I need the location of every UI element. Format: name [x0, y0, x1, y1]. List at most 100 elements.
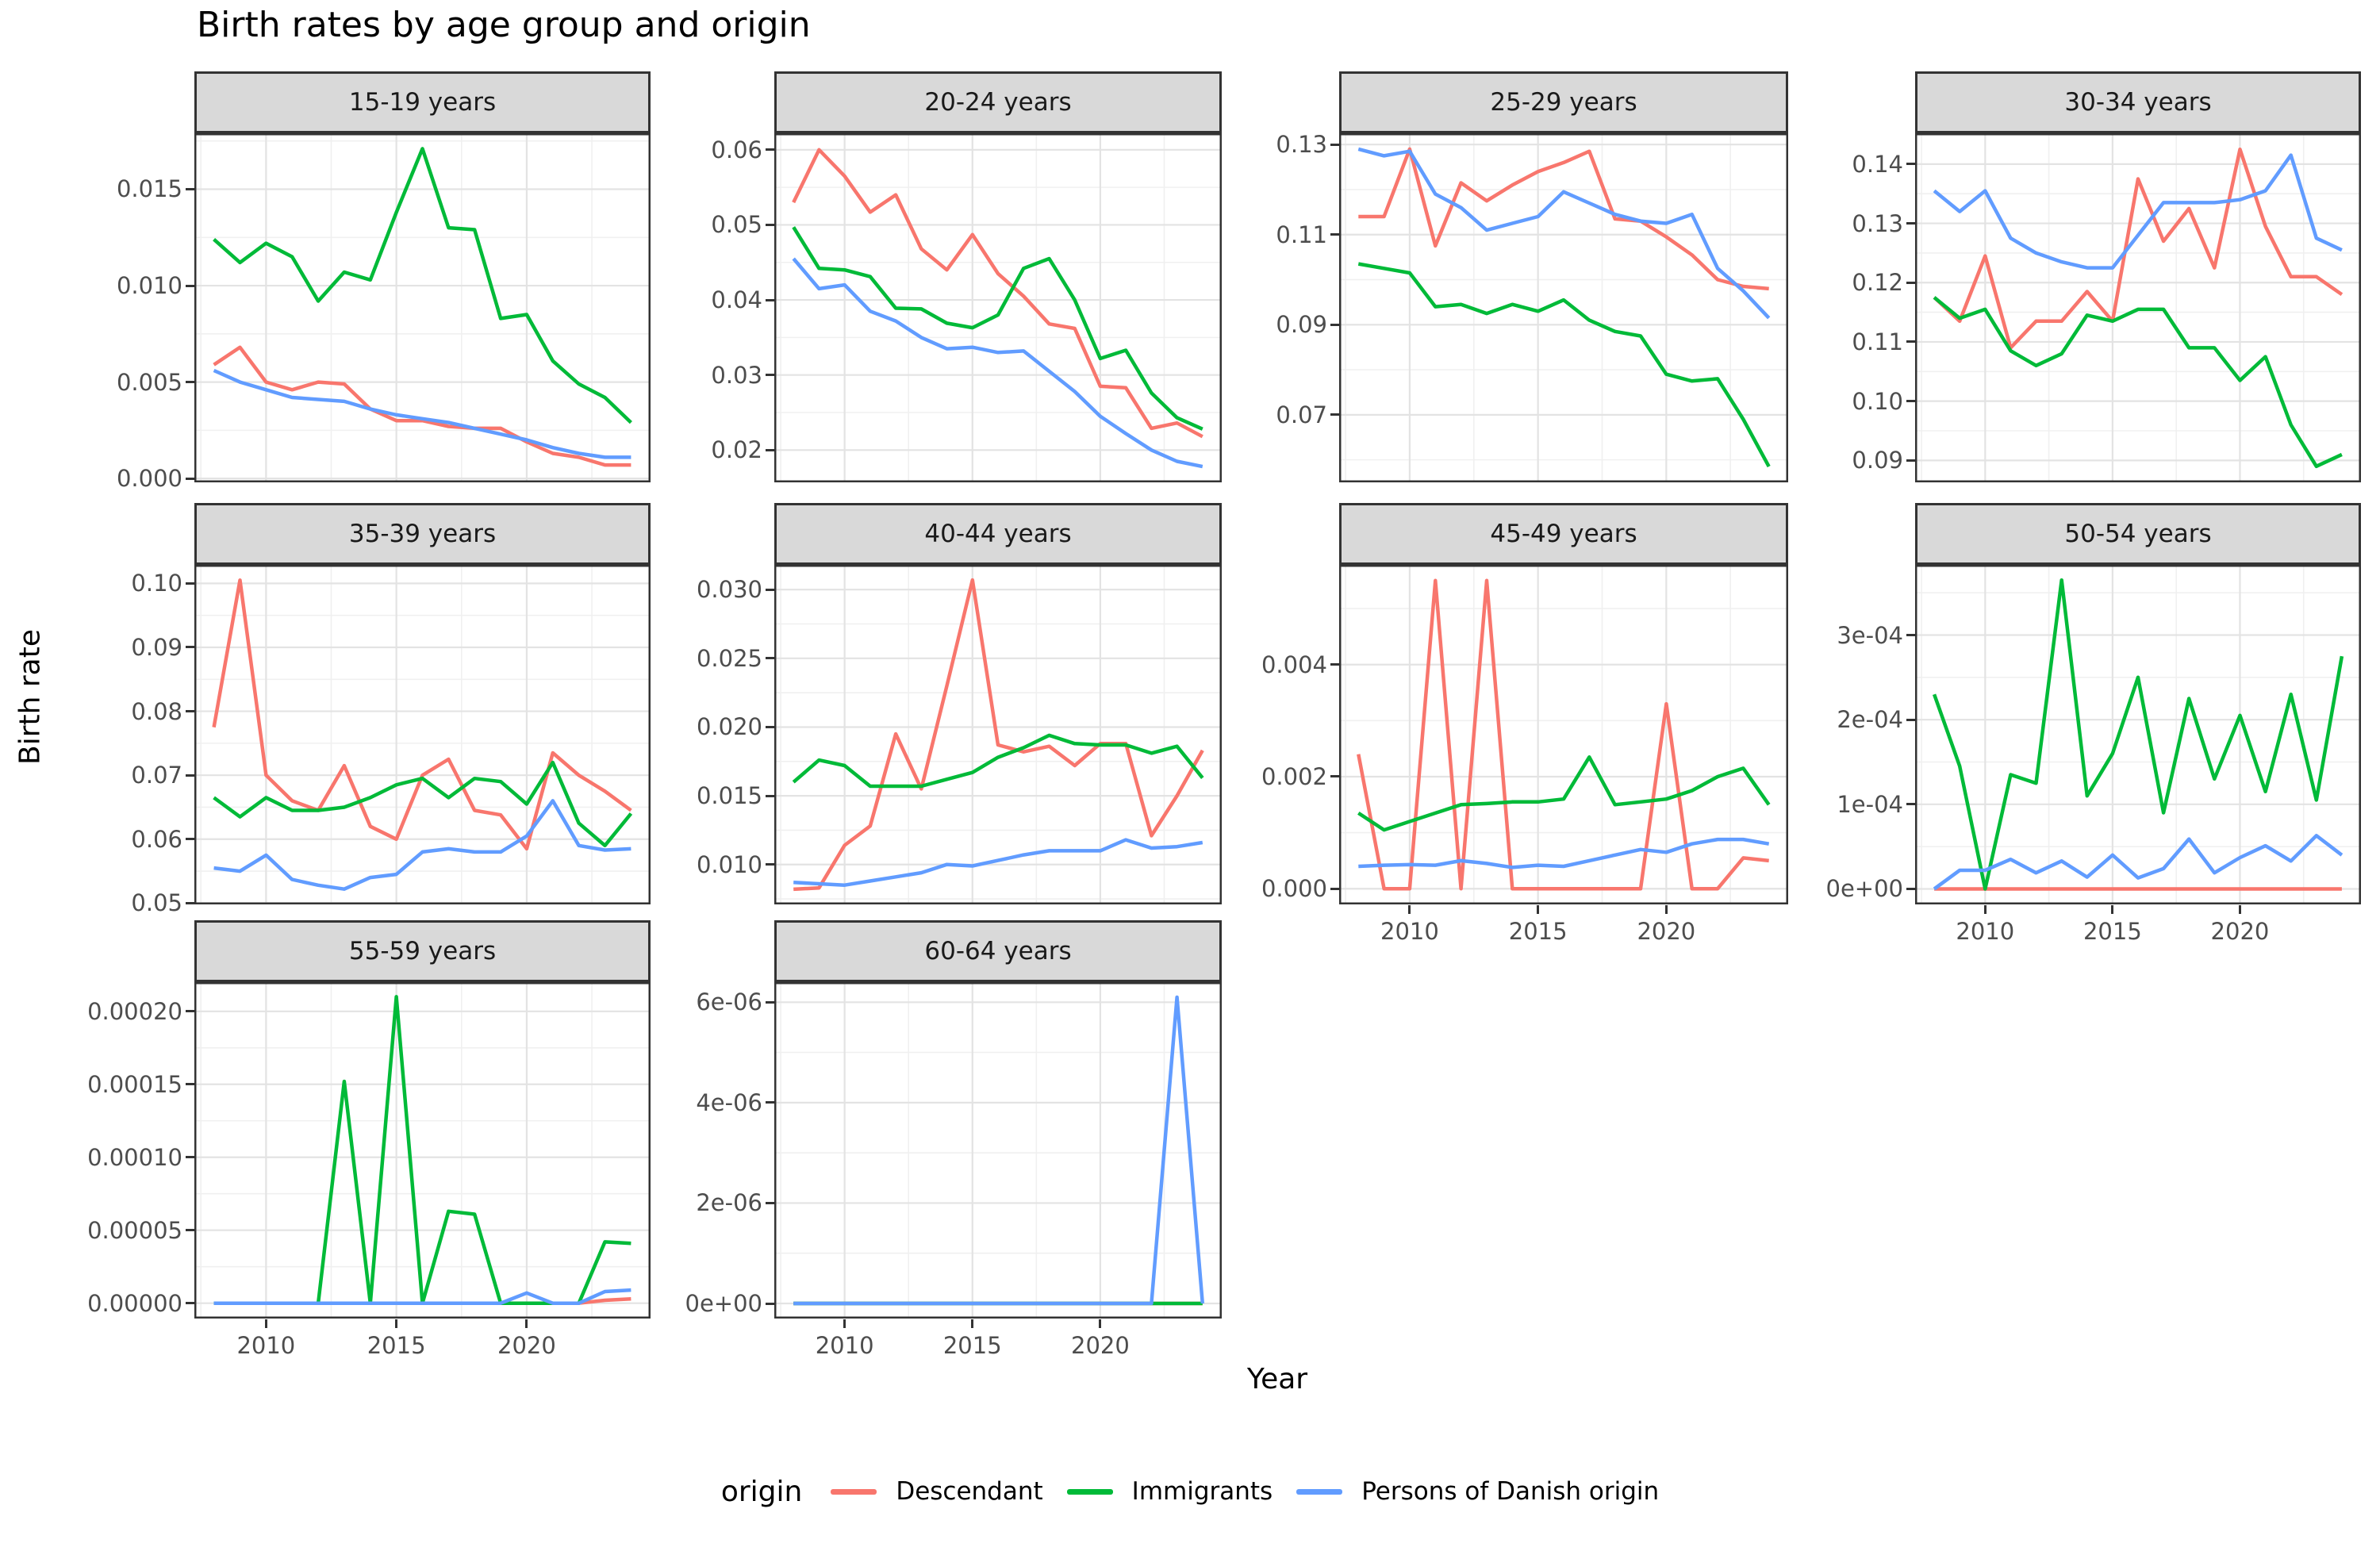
y-tick-label: 0.13 — [1852, 209, 1903, 237]
y-tick-mark — [186, 646, 194, 649]
x-tick-label: 2010 — [236, 1332, 296, 1359]
legend-item-persons-of-danish-origin: Persons of Danish origin — [1296, 1477, 1659, 1506]
facet-strip: 25-29 years — [1339, 71, 1788, 133]
y-tick-label: 0.06 — [131, 825, 182, 853]
facet-panel — [194, 565, 651, 904]
line-persons-of-danish-origin — [1357, 147, 1771, 320]
y-tick-label: 0.11 — [1852, 328, 1903, 355]
line-persons-of-danish-origin — [1358, 837, 1770, 869]
facet-strip: 50-54 years — [1915, 503, 2361, 565]
y-tick-label: 0.10 — [131, 570, 182, 597]
y-tick-label: 0.020 — [696, 713, 762, 741]
y-tick-mark — [1906, 163, 1915, 166]
line-persons-of-danish-origin — [1933, 153, 2343, 270]
y-tick-mark — [1906, 400, 1915, 403]
y-tick-label: 0.08 — [131, 697, 182, 725]
y-tick-label: 6e-06 — [696, 988, 762, 1016]
line-descendant — [1358, 147, 1769, 291]
line-immigrants — [1357, 755, 1771, 832]
x-tick-label: 2015 — [1508, 918, 1568, 945]
y-tick-mark — [1906, 887, 1915, 890]
y-tick-mark — [186, 1010, 194, 1013]
line-persons-of-danish-origin — [793, 838, 1203, 887]
y-tick-mark — [186, 477, 194, 480]
y-tick-mark — [1330, 143, 1339, 146]
y-tick-mark — [766, 794, 774, 797]
y-tick-mark — [766, 374, 774, 377]
y-tick-label: 0.11 — [1276, 221, 1327, 248]
y-tick-mark — [186, 1229, 194, 1232]
line-descendant — [212, 578, 632, 851]
y-tick-label: 0.09 — [1276, 311, 1327, 339]
y-tick-mark — [1330, 887, 1339, 890]
y-tick-mark — [186, 710, 194, 713]
y-tick-label: 0.030 — [696, 576, 762, 604]
y-tick-label: 0.00020 — [87, 997, 182, 1025]
y-tick-mark — [1906, 222, 1915, 225]
y-tick-label: 0.05 — [131, 889, 182, 917]
y-tick-mark — [1906, 803, 1915, 806]
line-immigrants — [1932, 578, 2344, 891]
y-tick-label: 0.00010 — [87, 1143, 182, 1171]
facet-strip: 20-24 years — [774, 71, 1222, 133]
y-tick-label: 0e+00 — [1825, 875, 1904, 903]
y-tick-label: 0.015 — [116, 175, 182, 203]
x-tick-mark — [1537, 905, 1540, 914]
y-tick-label: 4e-06 — [696, 1088, 762, 1116]
line-persons-of-danish-origin — [213, 1288, 631, 1305]
y-tick-label: 0.14 — [1852, 150, 1903, 178]
x-tick-mark — [1408, 905, 1411, 914]
x-tick-mark — [1983, 905, 1987, 914]
y-tick-mark — [766, 448, 774, 451]
line-immigrants — [1357, 262, 1771, 468]
y-tick-label: 0.10 — [1852, 387, 1903, 415]
legend-key-immigrants-line — [1066, 1488, 1113, 1495]
legend-key-persons-of-danish-origin-line — [1296, 1488, 1343, 1495]
y-tick-mark — [766, 223, 774, 226]
y-tick-mark — [766, 148, 774, 152]
legend: origin Descendant Immigrants Persons of … — [0, 1464, 2380, 1519]
x-tick-label: 2020 — [497, 1332, 556, 1359]
legend-title: origin — [720, 1475, 803, 1508]
line-immigrants — [792, 226, 1203, 431]
line-descendant — [1933, 147, 2344, 350]
facet-strip: 40-44 years — [774, 503, 1222, 565]
line-immigrants — [792, 733, 1204, 789]
line-descendant — [793, 578, 1204, 892]
y-tick-label: 0.09 — [1852, 447, 1903, 474]
x-tick-mark — [2238, 905, 2241, 914]
y-tick-mark — [186, 774, 194, 777]
facet-panel — [1339, 565, 1788, 904]
y-tick-label: 0.07 — [131, 762, 182, 789]
y-tick-label: 0.04 — [711, 286, 762, 314]
y-tick-mark — [186, 381, 194, 384]
x-tick-mark — [395, 1319, 398, 1328]
y-tick-mark — [1906, 459, 1915, 462]
y-tick-mark — [766, 1000, 774, 1004]
y-tick-mark — [1330, 413, 1339, 416]
x-tick-label: 2010 — [1380, 918, 1439, 945]
y-tick-mark — [1330, 233, 1339, 236]
legend-item-immigrants: Immigrants — [1066, 1477, 1273, 1506]
line-descendant — [213, 345, 631, 467]
y-tick-mark — [186, 1083, 194, 1086]
x-tick-mark — [1664, 905, 1668, 914]
y-tick-label: 0.010 — [116, 272, 182, 300]
x-tick-label: 2010 — [815, 1332, 874, 1359]
line-persons-of-danish-origin — [792, 257, 1203, 469]
x-tick-label: 2015 — [367, 1332, 426, 1359]
line-persons-of-danish-origin — [213, 799, 631, 891]
y-tick-label: 0.025 — [696, 644, 762, 672]
y-tick-mark — [1906, 718, 1915, 721]
facet-strip: 55-59 years — [194, 920, 651, 982]
y-tick-label: 0.015 — [696, 782, 762, 810]
y-tick-label: 0.00005 — [87, 1216, 182, 1244]
y-tick-label: 0.03 — [711, 361, 762, 389]
y-tick-label: 2e-06 — [696, 1189, 762, 1217]
y-tick-mark — [1330, 323, 1339, 326]
line-persons-of-danish-origin — [213, 368, 631, 459]
y-tick-mark — [1906, 340, 1915, 344]
legend-key-descendant-line — [831, 1488, 877, 1495]
y-tick-mark — [186, 187, 194, 190]
y-tick-mark — [766, 725, 774, 728]
